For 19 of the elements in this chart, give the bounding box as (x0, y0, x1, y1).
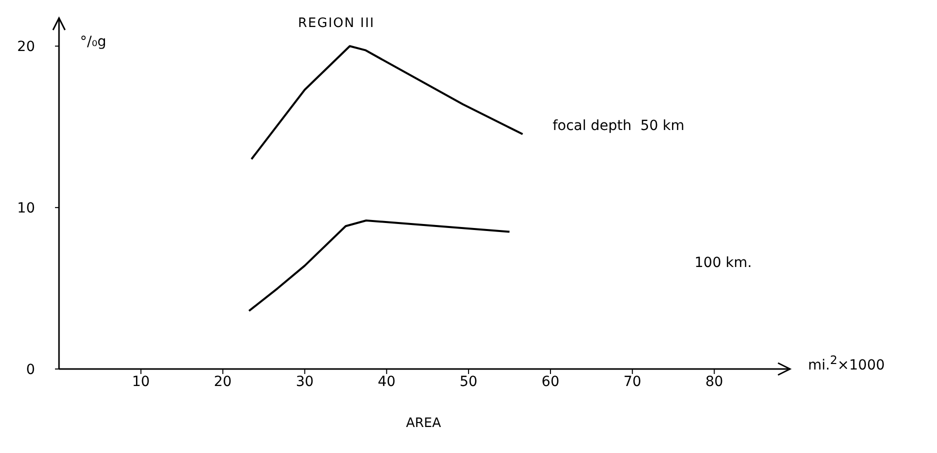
x-tick-label: 80 (705, 374, 724, 390)
y-tick-label: 10 (17, 200, 35, 217)
x-tick-label: 30 (296, 374, 314, 390)
x-tick-label: 20 (214, 374, 232, 390)
x-tick-label: 70 (623, 374, 642, 390)
x-axis-title: AREA (406, 416, 442, 431)
chart-title: REGION III (298, 16, 375, 31)
y-axis-title: °/₀g (80, 34, 106, 50)
y-tick-label: 0 (26, 362, 35, 378)
line-series (248, 219, 511, 312)
x-tick-label: 10 (132, 374, 150, 390)
y-tick-label: 20 (17, 39, 35, 56)
text: 100 km. (694, 254, 752, 271)
line-series (250, 45, 524, 160)
text: focal depth 50 km (552, 118, 684, 134)
x-tick-label: 60 (542, 374, 560, 390)
text: mi.$^{2}$×1000 (808, 353, 885, 374)
x-tick-label: 40 (378, 374, 396, 390)
x-tick-label: 50 (460, 374, 478, 390)
